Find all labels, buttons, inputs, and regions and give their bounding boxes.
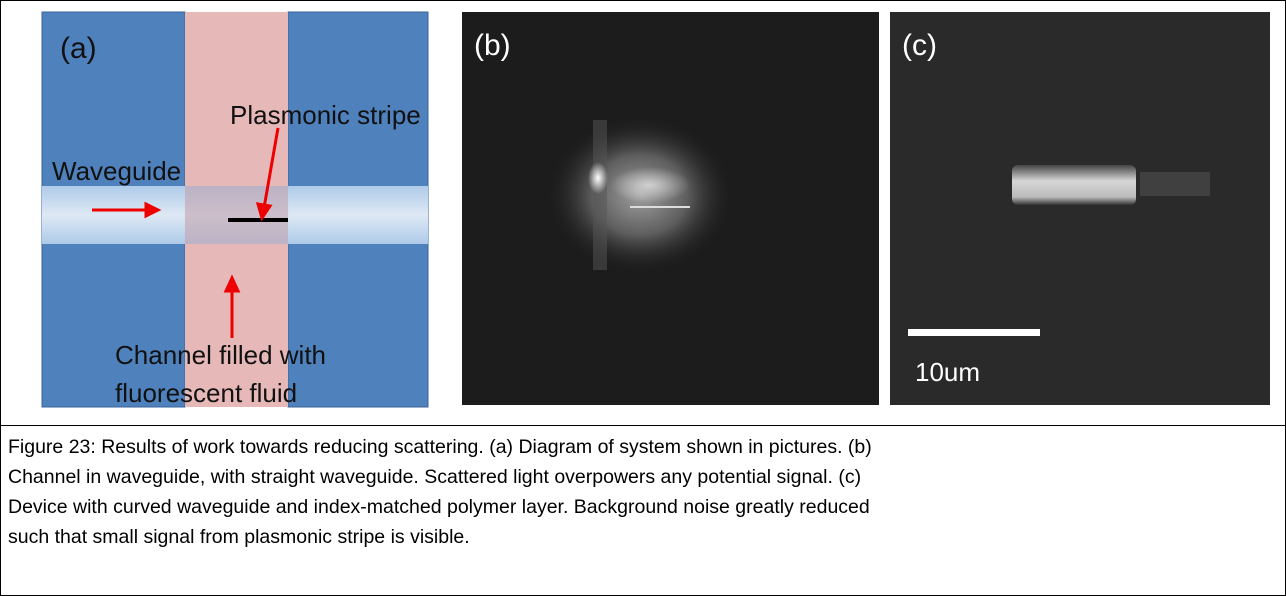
channel-edge (593, 120, 607, 270)
panel-label: (b) (474, 29, 511, 62)
caption-line: Figure 23: Results of work towards reduc… (8, 432, 872, 462)
stripe-signal (1012, 165, 1136, 205)
panel-label: (a) (60, 32, 97, 65)
caption-line: such that small signal from plasmonic st… (8, 522, 872, 552)
panel-label: (c) (902, 29, 937, 62)
annotation: Channel filled with (115, 340, 326, 370)
panel-b: (b) (462, 12, 879, 405)
annotation: Waveguide (52, 156, 181, 186)
bright-spot (588, 162, 608, 194)
panel-a: (a) Plasmonic stripe Waveguide Channel f… (42, 12, 428, 408)
caption: Figure 23: Results of work towards reduc… (8, 432, 872, 552)
panel-c: 10um (c) (890, 12, 1270, 405)
micrograph (890, 12, 1270, 405)
figure-panels: (a) Plasmonic stripe Waveguide Channel f… (0, 0, 1286, 426)
scale-bar (908, 329, 1040, 336)
bright-region (610, 167, 690, 203)
page: {"figure": { "panels": [ {"label": "(a)"… (0, 0, 1286, 596)
scale-label: 10um (915, 357, 980, 387)
waveguide-trace (1140, 172, 1210, 196)
annotation: fluorescent fluid (115, 378, 297, 408)
caption-line: Device with curved waveguide and index-m… (8, 492, 872, 522)
overlap (185, 186, 288, 244)
annotation: Plasmonic stripe (230, 100, 421, 130)
caption-line: Channel in waveguide, with straight wave… (8, 462, 872, 492)
